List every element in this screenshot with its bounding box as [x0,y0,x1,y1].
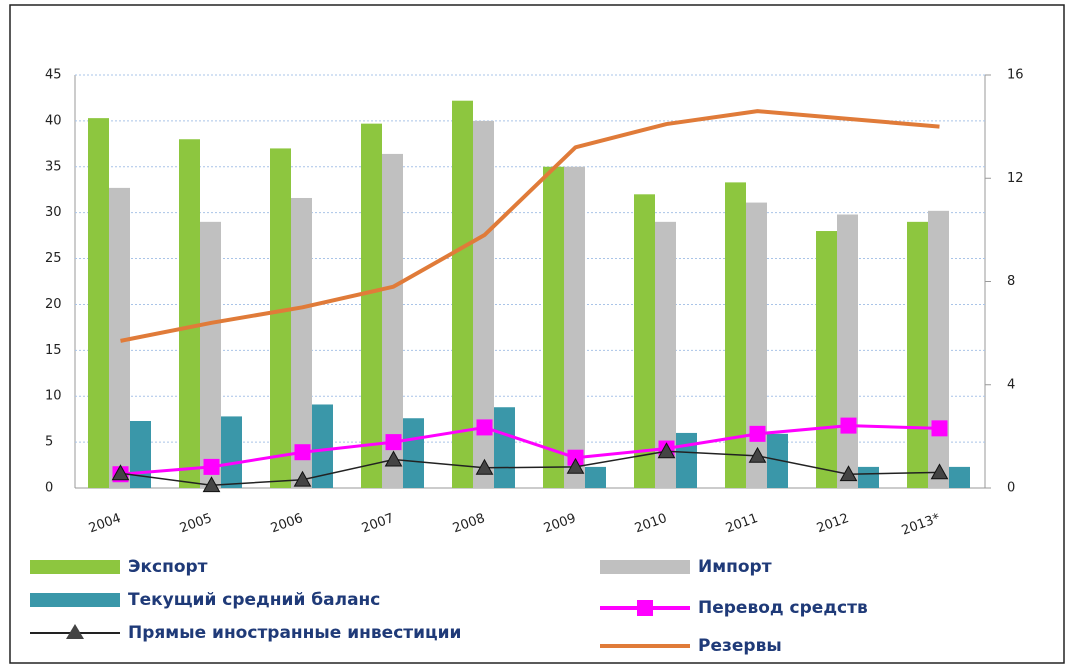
y-tick-label: 5 [45,435,53,450]
point [840,417,857,434]
bar [200,221,221,488]
bar [494,407,515,488]
bar [634,194,655,489]
x-tick-label: 2012 [815,511,851,536]
x-tick-label: 2007 [360,511,396,536]
point [566,457,585,474]
bar [585,466,606,488]
y2-tick-label: 12 [1007,171,1024,186]
point [202,476,221,493]
bar [767,433,788,488]
bar [928,210,949,488]
bar [270,148,291,488]
x-tick-label: 2013* [900,511,943,539]
legend-label: Перевод средств [698,598,868,618]
x-tick-label: 2008 [451,511,487,536]
y-tick-label: 10 [45,389,62,404]
point [839,465,858,482]
legend-label: Текущий средний баланс [128,590,380,610]
point [385,434,402,451]
line [120,450,940,486]
bar [655,221,676,488]
y2-tick-label: 16 [1007,68,1024,83]
y-tick-label: 0 [45,481,53,496]
legend-label: Резервы [698,636,782,656]
bar [312,404,333,488]
legend-marker [637,600,653,616]
bar [816,231,837,488]
legend-swatch [30,560,120,574]
y2-tick-label: 4 [1007,377,1015,392]
x-tick-label: 2004 [87,511,123,536]
y2-tick-label: 8 [1007,274,1015,289]
line [120,109,940,343]
y-tick-label: 25 [45,251,62,266]
point [748,446,767,463]
legend-label: Прямые иностранные инвестиции [128,623,461,643]
bar [361,123,382,489]
bar [907,221,928,488]
y-tick-label: 20 [45,297,62,312]
x-tick-label: 2005 [178,511,214,536]
bar [88,118,109,488]
bar [543,166,564,488]
bar [291,197,312,488]
y-tick-label: 35 [45,159,62,174]
point [475,458,494,475]
legend-swatch [30,593,120,607]
y-tick-label: 30 [45,205,62,220]
point [930,463,949,480]
bar [746,202,767,488]
point [657,442,676,459]
y-tick-label: 45 [45,68,62,83]
point [476,419,493,436]
bar [473,120,494,488]
y2-tick-label: 0 [1007,481,1015,496]
y-tick-label: 40 [45,113,62,128]
legend-swatch [600,560,690,574]
point [567,449,584,466]
legend-label: Импорт [698,557,772,577]
point [384,450,403,467]
bar [109,187,130,489]
point [931,420,948,437]
point [749,425,766,442]
line [120,424,940,476]
point [203,458,220,475]
bar [564,166,585,488]
x-tick-label: 2006 [269,511,305,536]
point [111,464,130,481]
x-tick-label: 2010 [633,511,669,536]
bar [949,466,970,488]
bar [858,466,879,488]
y-tick-label: 15 [45,343,62,358]
legend-label: Экспорт [128,557,208,577]
bar [130,421,151,488]
bar [221,416,242,488]
frame [9,4,1065,664]
bar [837,214,858,488]
bar [179,139,200,488]
bar [452,100,473,488]
point [294,444,311,461]
legend-marker [66,624,84,639]
x-tick-label: 2011 [724,511,760,536]
bar [403,418,424,488]
bar [382,153,403,488]
x-tick-label: 2009 [542,511,578,536]
bar [676,432,697,488]
point [293,470,312,487]
bar [725,182,746,488]
